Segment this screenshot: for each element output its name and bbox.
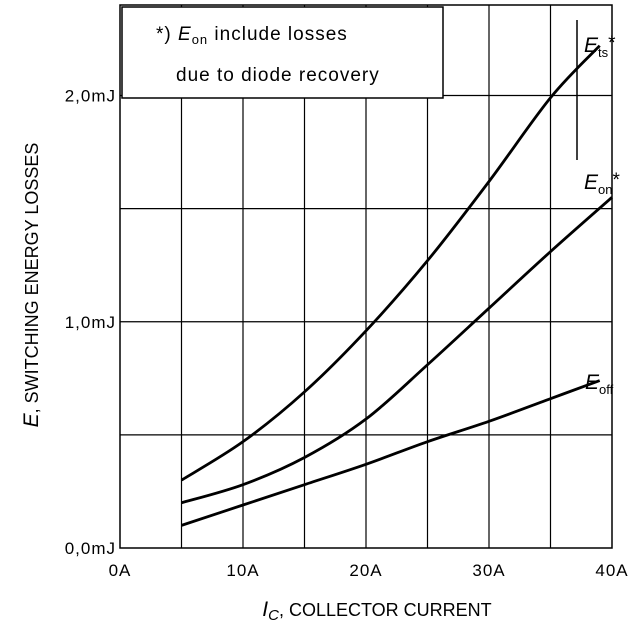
annotation-box: *) Eon include losses due to diode recov… xyxy=(121,6,444,99)
series-label-off: Eoff xyxy=(585,371,614,397)
x-tick-labels: 0A 10A 20A 30A 40A xyxy=(109,561,628,580)
x-tick-label: 10A xyxy=(226,561,259,580)
series-label-ts: Ets* xyxy=(584,33,616,60)
y-tick-labels: 0,0mJ 1,0mJ 2,0mJ xyxy=(65,87,116,559)
x-tick-label: 30A xyxy=(472,561,505,580)
x-tick-label: 0A xyxy=(109,561,132,580)
series-labels: Ets* Eon* Eoff xyxy=(576,20,620,397)
series-label-on: Eon* xyxy=(584,170,620,197)
plot-frame xyxy=(119,4,613,549)
y-tick-label: 1,0mJ xyxy=(65,313,116,332)
y-axis-title: E, SWITCHING ENERGY LOSSES xyxy=(20,143,43,428)
x-tick-label: 20A xyxy=(349,561,382,580)
curves xyxy=(180,44,613,527)
x-tick-label: 40A xyxy=(595,561,628,580)
series-line-off xyxy=(181,379,601,527)
y-tick-label: 0,0mJ xyxy=(65,539,116,558)
y-tick-label: 2,0mJ xyxy=(65,87,116,106)
annotation-line-1: *) Eon include losses xyxy=(156,24,348,47)
x-axis-title: IC, COLLECTOR CURRENT xyxy=(262,598,491,624)
series-line-ts xyxy=(180,44,601,482)
annotation-line-2: due to diode recovery xyxy=(176,65,380,86)
series-line-on xyxy=(181,196,613,505)
